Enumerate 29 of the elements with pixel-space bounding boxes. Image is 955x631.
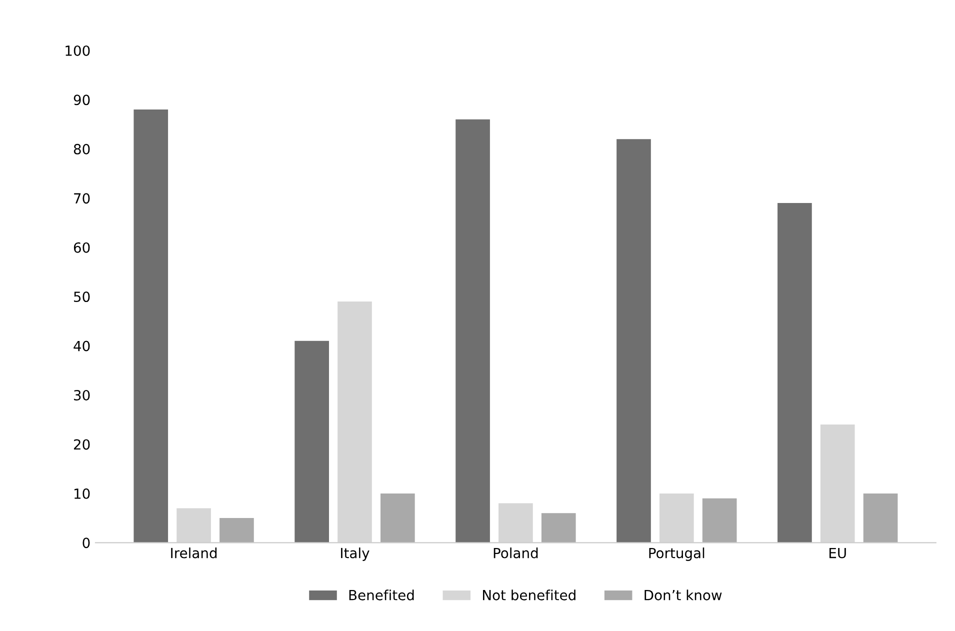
y-tick-label: 90 [74,94,90,106]
bar [134,110,168,543]
y-tick-label: 30 [74,390,90,400]
y-tick-label: 10 [74,488,90,499]
bar [541,513,576,543]
bar [702,498,737,543]
y-tick-label: 40 [74,340,90,352]
bar [380,493,415,543]
legend-label: Benefited [349,590,414,600]
y-tick-label: 60 [74,242,90,253]
legend-label: Not benefited [483,590,576,600]
x-tick-label: Portugal [649,548,704,561]
y-tick-label: 50 [74,292,90,302]
y-tick-label: 20 [74,439,90,450]
x-tick-label: Ireland [171,548,217,558]
y-tick-label: 80 [74,144,90,154]
bar [456,119,490,543]
bar [616,139,651,543]
x-tick-label: Italy [341,548,370,561]
bar [220,518,254,543]
bar [863,493,898,543]
bar [778,203,812,543]
x-tick-label: Poland [494,548,538,558]
y-tick-label: 0 [82,538,90,548]
legend-label: Don’t know [644,590,722,600]
bar [294,340,329,543]
y-tick-label: 100 [66,45,90,56]
x-tick-label: EU [830,548,846,558]
y-tick-label: 70 [74,193,90,204]
